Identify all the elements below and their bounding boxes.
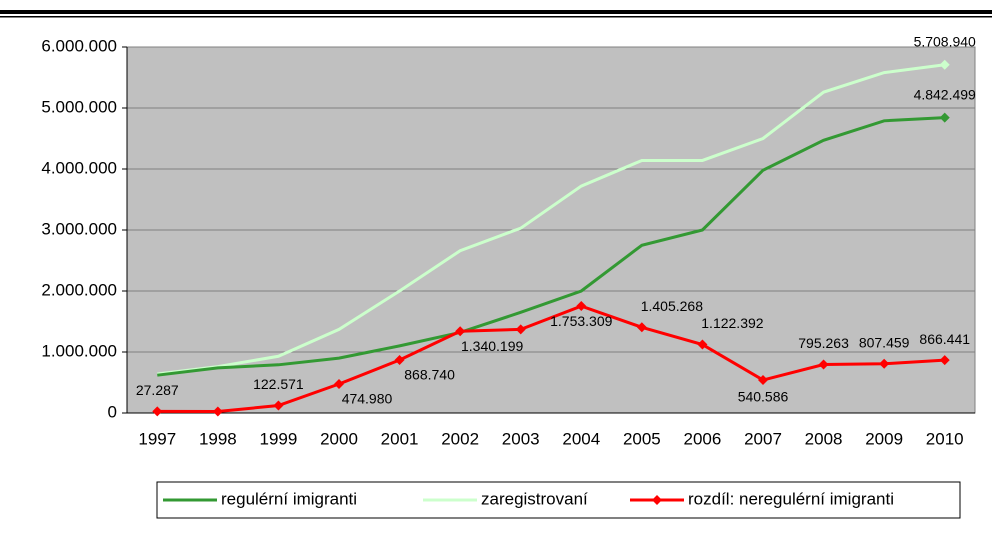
point-marker (576, 301, 587, 312)
point-marker (758, 375, 768, 386)
data-label: 4.842.499 (914, 86, 976, 102)
legend-label: rozdíl: neregulérní imigranti (688, 489, 894, 508)
y-tick-label: 0 (108, 402, 117, 421)
top-rule (0, 10, 992, 14)
legend-label: zaregistrovaní (481, 489, 588, 508)
x-tick-label: 1997 (138, 429, 176, 448)
data-label: 27.287 (136, 382, 179, 398)
data-label: 1.122.392 (701, 315, 763, 331)
point-marker (455, 326, 466, 337)
data-label: 474.980 (342, 391, 393, 407)
data-label: 5.708.940 (914, 33, 976, 49)
point-marker (636, 322, 647, 333)
y-tick-label: 4.000.000 (41, 158, 117, 177)
x-tick-label: 2003 (502, 429, 540, 448)
point-marker (697, 339, 708, 350)
data-label: 1.405.268 (641, 298, 703, 314)
x-tick-label: 2009 (865, 429, 903, 448)
x-tick-label: 2002 (441, 429, 479, 448)
x-tick-label: 1998 (199, 429, 237, 448)
point-marker (939, 59, 950, 70)
x-tick-label: 2010 (926, 429, 964, 448)
series-line (157, 304, 945, 413)
point-marker (515, 324, 526, 335)
data-label: 866.441 (919, 331, 970, 347)
data-label: 795.263 (798, 335, 849, 351)
legend-label: regulérní imigranti (221, 489, 357, 508)
x-tick-label: 2007 (744, 429, 782, 448)
x-tick-label: 2001 (381, 429, 419, 448)
point-marker (273, 400, 284, 411)
x-tick-label: 2004 (562, 429, 600, 448)
data-label: 122.571 (253, 376, 304, 392)
data-label: 868.740 (404, 367, 455, 383)
series-line (157, 116, 945, 377)
point-marker (879, 358, 890, 369)
point-marker (939, 355, 950, 366)
data-label: 540.586 (738, 389, 789, 405)
x-tick-label: 1999 (260, 429, 298, 448)
top-rule-thin (0, 16, 992, 18)
y-tick-label: 6.000.000 (41, 36, 117, 55)
point-marker (652, 495, 662, 505)
point-marker (818, 359, 829, 370)
point-marker (394, 355, 405, 366)
x-tick-label: 2008 (805, 429, 843, 448)
point-marker (939, 112, 950, 123)
point-marker (152, 406, 163, 417)
data-label: 807.459 (859, 334, 910, 350)
y-tick-label: 2.000.000 (41, 280, 117, 299)
x-tick-label: 2000 (320, 429, 358, 448)
point-marker (212, 406, 223, 417)
data-label: 1.753.309 (550, 313, 612, 329)
y-tick-label: 1.000.000 (41, 341, 117, 360)
y-tick-label: 5.000.000 (41, 97, 117, 116)
legend-box (156, 481, 961, 519)
data-label: 1.340.199 (461, 338, 523, 354)
x-tick-label: 2006 (684, 429, 722, 448)
point-marker (334, 379, 344, 390)
x-tick-label: 2005 (623, 429, 661, 448)
y-tick-label: 3.000.000 (41, 219, 117, 238)
series-line (157, 63, 945, 376)
